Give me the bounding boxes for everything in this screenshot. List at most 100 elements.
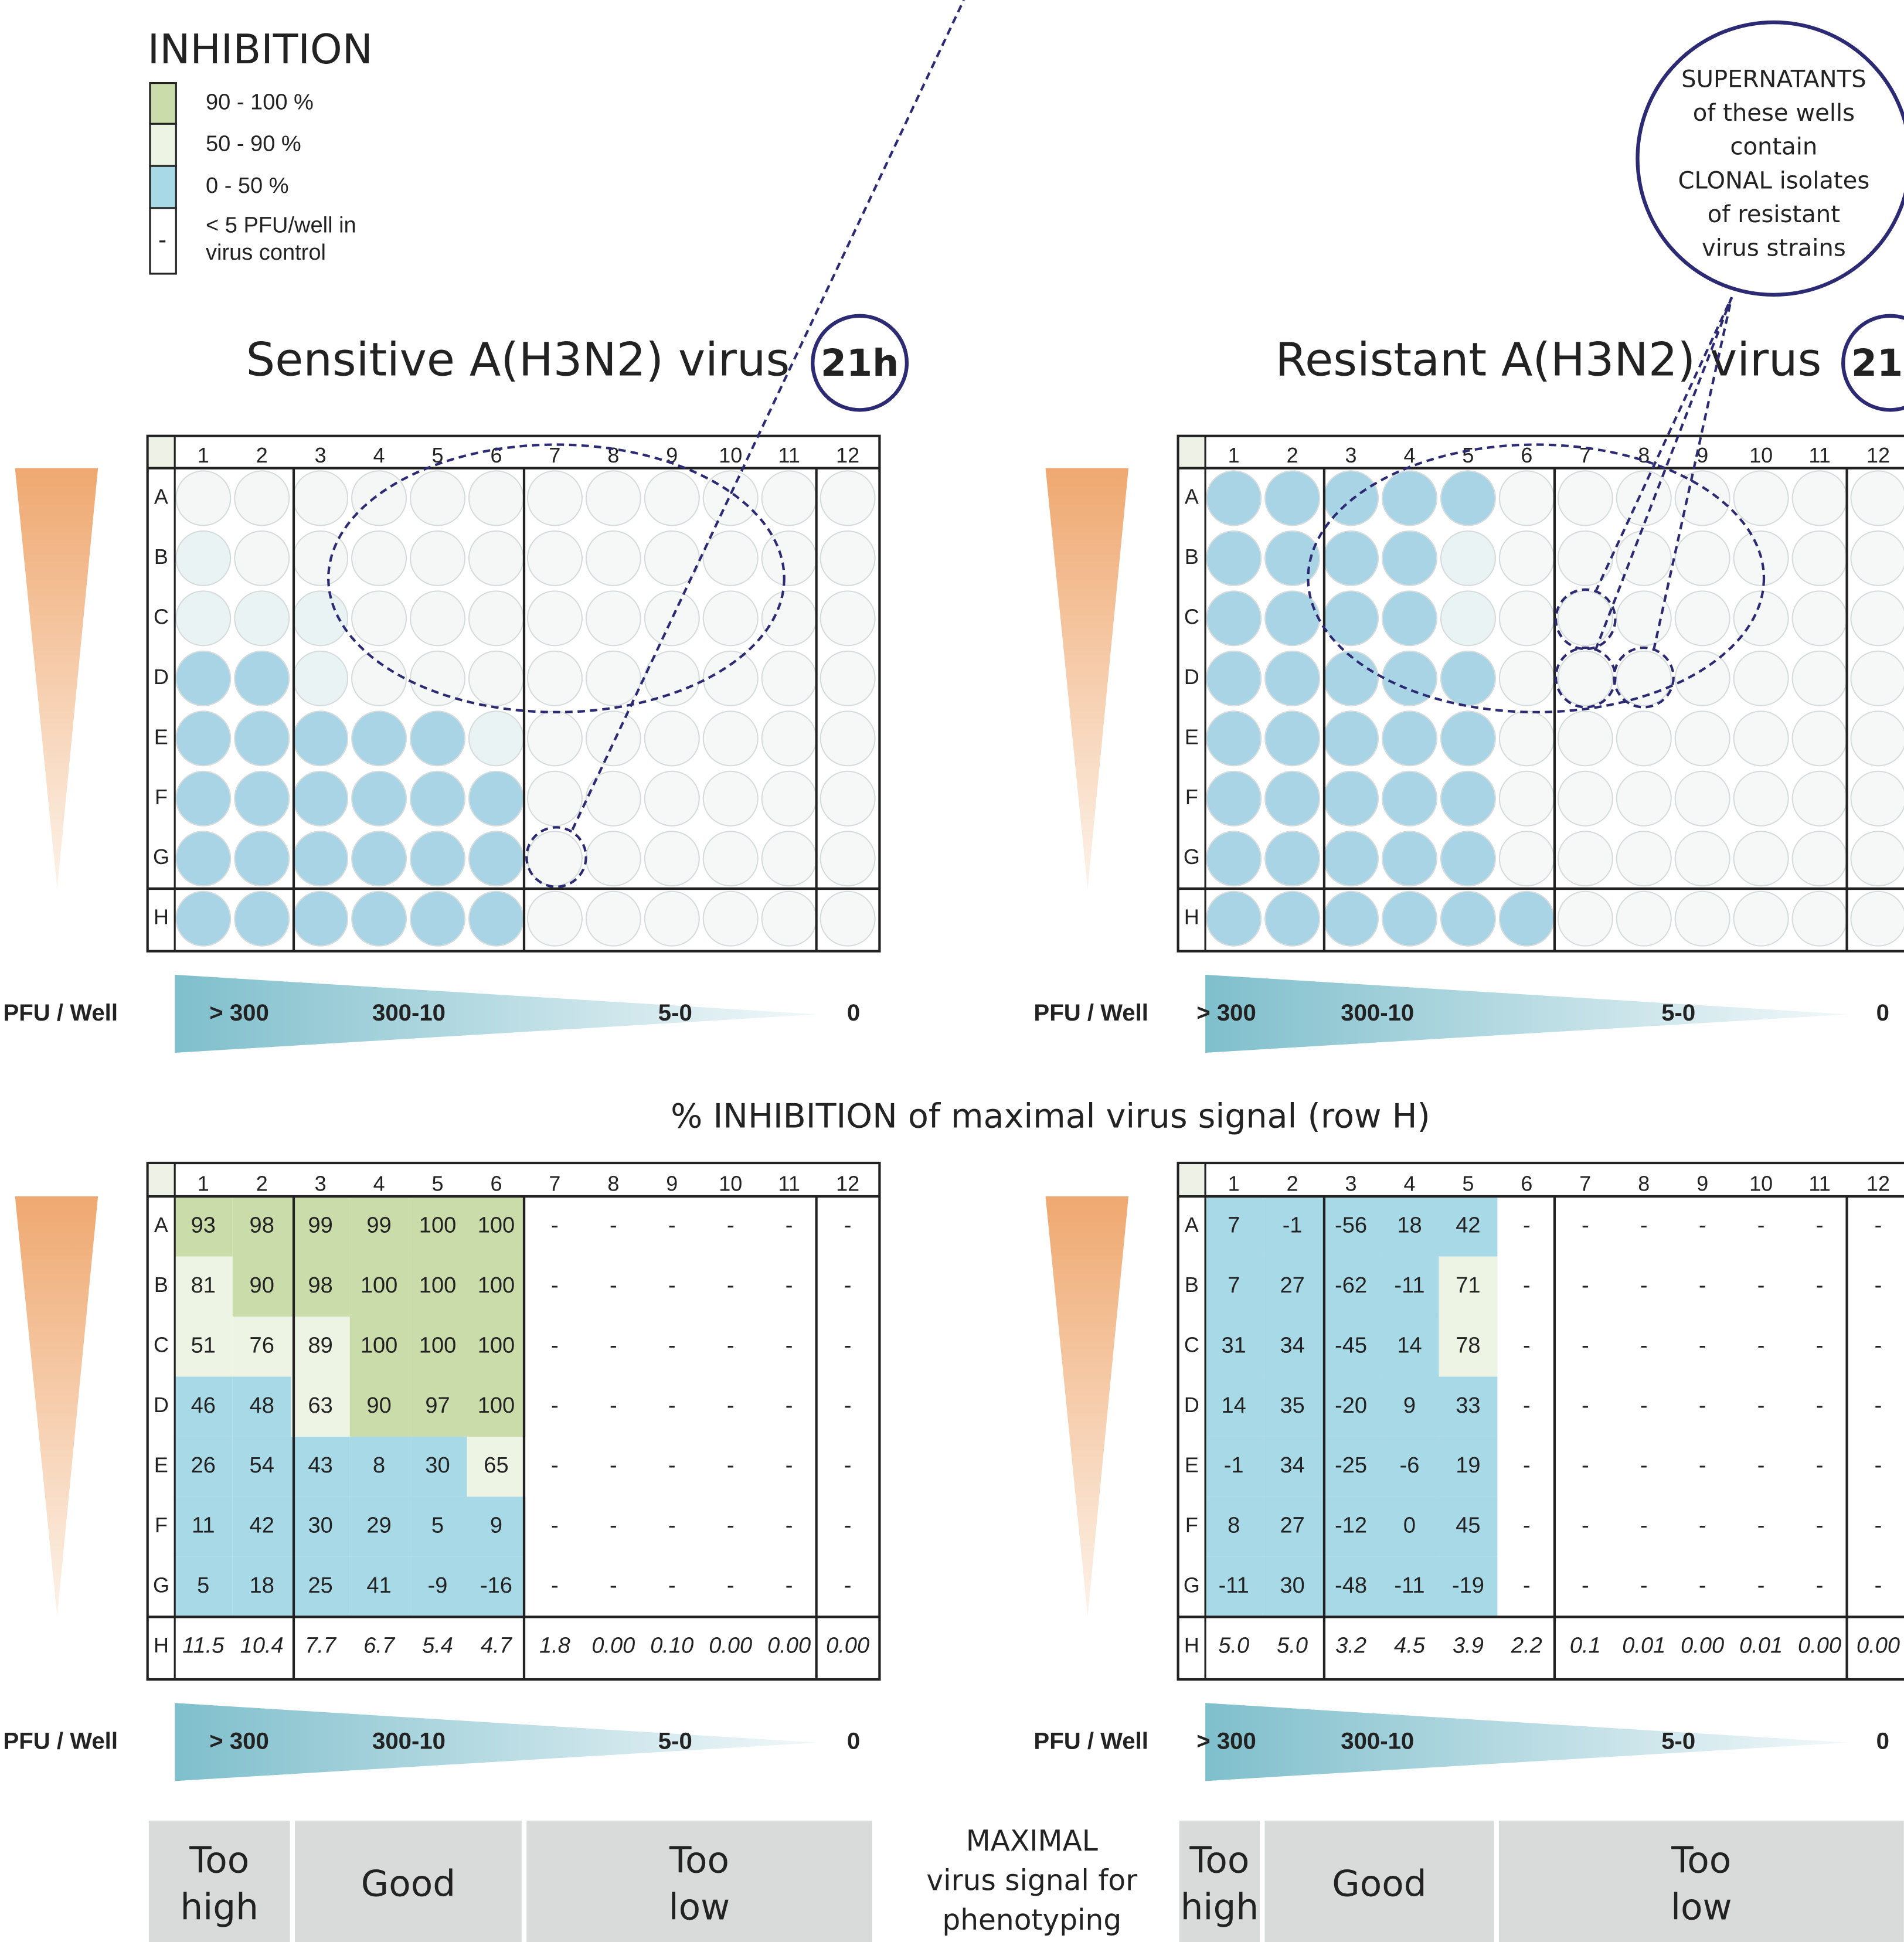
cell-value: - bbox=[1640, 1453, 1648, 1478]
cell-value: - bbox=[844, 1213, 852, 1237]
column-label: 11 bbox=[778, 1172, 800, 1196]
cell-value: 97 bbox=[425, 1393, 450, 1418]
well bbox=[1851, 831, 1904, 886]
cell-value: - bbox=[1640, 1573, 1648, 1598]
column-label: 6 bbox=[1521, 443, 1532, 467]
cell-value: 100 bbox=[478, 1393, 515, 1418]
cell-value: 100 bbox=[361, 1273, 397, 1298]
well bbox=[1265, 591, 1320, 645]
callout-text: virus strains bbox=[1702, 235, 1846, 262]
well bbox=[1265, 831, 1320, 886]
cell-value: - bbox=[1757, 1213, 1765, 1237]
well bbox=[1324, 892, 1378, 946]
well bbox=[1324, 771, 1378, 826]
cell-value: - bbox=[1816, 1453, 1824, 1478]
pfu-range: 0 bbox=[1876, 999, 1889, 1026]
cell-value: 78 bbox=[1456, 1333, 1480, 1358]
cell-value: -11 bbox=[1394, 1573, 1424, 1598]
cell-value: - bbox=[1640, 1213, 1648, 1237]
column-label: 8 bbox=[1638, 443, 1650, 467]
well bbox=[1441, 892, 1495, 946]
well bbox=[293, 831, 348, 886]
cell-value: 14 bbox=[1222, 1393, 1246, 1418]
grid-corner bbox=[1179, 1164, 1205, 1195]
column-label: 8 bbox=[607, 443, 619, 467]
cell-value: - bbox=[668, 1573, 676, 1598]
cell-value: 10.4 bbox=[240, 1634, 284, 1658]
panel-title: Resistant A(H3N2) virus bbox=[1275, 334, 1821, 387]
cell-value: 100 bbox=[419, 1273, 456, 1298]
row-label: A bbox=[154, 1213, 168, 1237]
well bbox=[1851, 591, 1904, 645]
column-label: 3 bbox=[315, 1172, 327, 1196]
grid-corner bbox=[149, 1164, 175, 1195]
column-label: 4 bbox=[373, 443, 385, 467]
column-label: 1 bbox=[1228, 1172, 1240, 1196]
cell-value: 0.1 bbox=[1570, 1634, 1601, 1658]
well bbox=[352, 711, 406, 766]
cell-value: 99 bbox=[366, 1213, 391, 1237]
cell-value: - bbox=[1757, 1273, 1765, 1298]
cell-value: - bbox=[1757, 1453, 1765, 1478]
well bbox=[1851, 771, 1904, 826]
well bbox=[1734, 831, 1789, 886]
column-label: 5 bbox=[1462, 443, 1474, 467]
assessment-label: low bbox=[1671, 1887, 1732, 1929]
cell-value: 30 bbox=[425, 1453, 450, 1478]
well bbox=[1793, 711, 1847, 766]
well bbox=[1851, 471, 1904, 525]
column-label: 6 bbox=[490, 443, 502, 467]
cell-value: - bbox=[668, 1514, 676, 1538]
pfu-range: 300-10 bbox=[372, 1727, 446, 1754]
well bbox=[1675, 651, 1730, 706]
well bbox=[528, 711, 582, 766]
well bbox=[1851, 651, 1904, 706]
well bbox=[352, 531, 406, 586]
cell-value: 81 bbox=[191, 1273, 216, 1298]
cell-value: - bbox=[786, 1453, 793, 1478]
cell-value: - bbox=[1699, 1453, 1706, 1478]
well bbox=[1500, 711, 1554, 766]
cell-value: 8 bbox=[1228, 1514, 1240, 1538]
column-label: 1 bbox=[198, 1172, 209, 1196]
well bbox=[1675, 591, 1730, 645]
well bbox=[586, 591, 641, 645]
cell-value: - bbox=[1640, 1514, 1648, 1538]
well bbox=[1617, 831, 1671, 886]
middle-note: virus signal for bbox=[926, 1865, 1137, 1897]
well bbox=[1558, 831, 1613, 886]
well bbox=[528, 471, 582, 525]
cell-value: - bbox=[1582, 1273, 1589, 1298]
row-label: E bbox=[1185, 1453, 1199, 1477]
well bbox=[1617, 892, 1671, 946]
cell-value: - bbox=[786, 1213, 793, 1237]
row-label: F bbox=[155, 785, 168, 809]
cell-value: 0.00 bbox=[767, 1634, 811, 1658]
column-label: 10 bbox=[719, 443, 742, 467]
cell-value: 93 bbox=[191, 1213, 216, 1237]
well bbox=[176, 892, 230, 946]
well bbox=[234, 831, 289, 886]
cell-value: 19 bbox=[1456, 1453, 1480, 1478]
cell-value: - bbox=[1757, 1333, 1765, 1358]
well bbox=[1793, 892, 1847, 946]
cell-value: 76 bbox=[250, 1333, 274, 1358]
cell-value: - bbox=[668, 1273, 676, 1298]
column-label: 7 bbox=[1579, 1172, 1591, 1196]
cell-value: 25 bbox=[308, 1573, 332, 1598]
well bbox=[1382, 531, 1437, 586]
well bbox=[1265, 471, 1320, 525]
well bbox=[1558, 531, 1613, 586]
well bbox=[762, 892, 817, 946]
well bbox=[528, 771, 582, 826]
cell-value: -16 bbox=[480, 1573, 512, 1598]
column-label: 9 bbox=[666, 1172, 678, 1196]
cell-value: - bbox=[1816, 1273, 1824, 1298]
cell-value: - bbox=[1582, 1213, 1589, 1237]
row-label: G bbox=[153, 1573, 169, 1597]
well bbox=[821, 831, 875, 886]
well bbox=[645, 771, 699, 826]
cell-value: 5 bbox=[431, 1514, 444, 1538]
middle-note: MAXIMAL bbox=[966, 1825, 1098, 1858]
grid-corner bbox=[1179, 437, 1205, 467]
